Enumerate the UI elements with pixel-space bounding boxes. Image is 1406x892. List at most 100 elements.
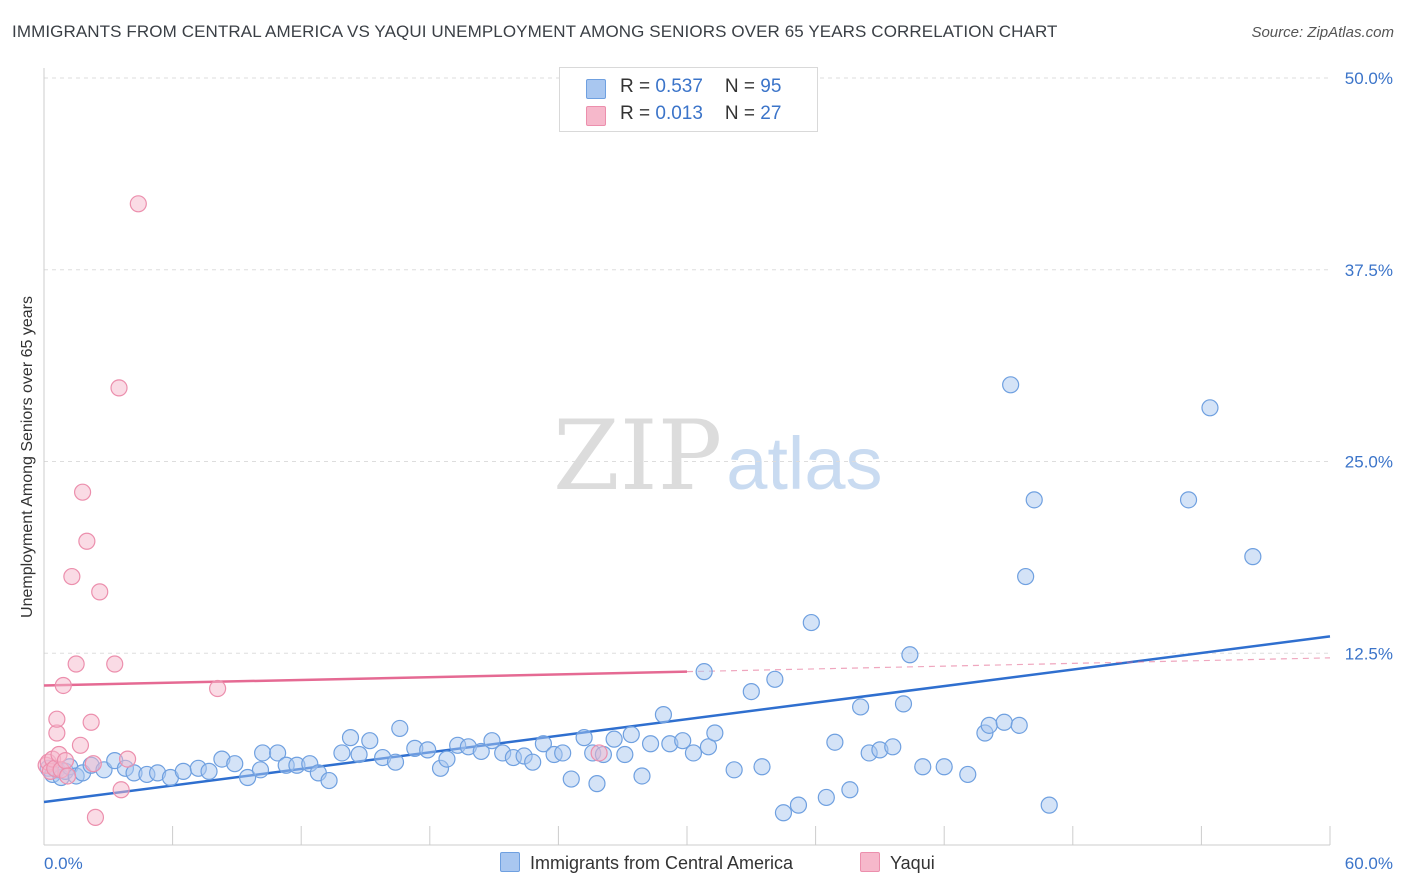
data-point-central-america: [1040, 796, 1058, 814]
x-tick-label: 0.0%: [44, 854, 83, 873]
gridlines: [44, 77, 1330, 654]
data-point-central-america: [633, 767, 651, 785]
data-point-central-america: [320, 771, 338, 790]
data-point-central-america: [654, 706, 673, 724]
data-point-yaqui: [84, 755, 102, 773]
legend-n-value: 27: [760, 103, 782, 124]
data-point-yaqui: [91, 583, 109, 601]
data-point-central-america: [774, 804, 793, 822]
data-point-central-america: [935, 758, 953, 776]
legend-r-label: R =: [620, 76, 656, 97]
data-point-central-america: [333, 744, 351, 762]
legend-swatch-blue: [586, 79, 606, 99]
data-point-central-america: [1017, 567, 1035, 586]
trend-lines: [43, 635, 1331, 804]
data-point-central-america: [1010, 716, 1028, 734]
data-point-central-america: [884, 738, 902, 756]
data-point-central-america: [616, 745, 634, 764]
data-point-central-america: [725, 761, 743, 779]
bottom-legend-item-yaqui: Yaqui: [860, 852, 935, 874]
axes: [43, 68, 1331, 846]
data-point-central-america: [894, 695, 913, 713]
y-tick-label: 25.0%: [1345, 453, 1393, 472]
data-point-central-america: [588, 775, 606, 793]
data-point-yaqui: [48, 710, 66, 728]
data-point-central-america: [472, 742, 490, 761]
data-point-central-america: [386, 753, 405, 771]
data-point-central-america: [901, 646, 919, 664]
data-point-yaqui: [78, 532, 96, 550]
data-point-central-america: [575, 729, 593, 747]
data-point-central-america: [200, 762, 218, 780]
x-tick-label: 60.0%: [1345, 854, 1393, 873]
legend-swatch-pink: [586, 106, 606, 126]
bottom-legend-swatch-pink: [860, 852, 880, 872]
y-tick-label: 50.0%: [1345, 69, 1393, 88]
bottom-legend-label: Yaqui: [890, 853, 935, 873]
trend-line-yaqui-extrapolated: [686, 657, 1331, 673]
data-point-yaqui: [86, 808, 105, 826]
data-point-central-america: [361, 732, 379, 750]
data-point-central-america: [826, 733, 844, 751]
data-point-central-america: [1201, 399, 1219, 417]
data-point-central-america: [852, 698, 870, 716]
data-point-central-america: [562, 770, 580, 788]
chart-title: IMMIGRANTS FROM CENTRAL AMERICA VS YAQUI…: [12, 22, 1058, 41]
data-point-central-america: [641, 735, 660, 753]
data-point-central-america: [802, 613, 820, 632]
data-point-yaqui: [110, 379, 128, 397]
data-point-yaqui: [106, 655, 124, 673]
data-point-central-america: [554, 744, 572, 762]
legend-n-label: N =: [724, 103, 761, 124]
data-point-central-america: [254, 744, 272, 762]
y-tick-label: 37.5%: [1345, 261, 1393, 280]
data-point-yaqui: [118, 750, 137, 768]
data-point-yaqui: [129, 195, 147, 213]
legend-n-value: 95: [760, 76, 782, 97]
data-point-central-america: [239, 768, 257, 787]
data-point-yaqui: [71, 736, 90, 754]
data-point-central-america: [341, 729, 360, 747]
data-point-central-america: [269, 744, 287, 762]
data-point-central-america: [174, 762, 192, 780]
data-point-central-america: [995, 713, 1013, 731]
data-point-central-america: [438, 750, 456, 768]
legend-r-value: 0.013: [655, 103, 703, 124]
bottom-legend-item-central-america: Immigrants from Central America: [500, 852, 793, 874]
data-point-yaqui: [56, 752, 75, 770]
trend-line-central-america: [43, 635, 1331, 804]
data-point-yaqui: [590, 744, 608, 762]
data-point-central-america: [1025, 491, 1043, 509]
data-point-central-america: [622, 725, 640, 744]
data-point-central-america: [483, 732, 501, 750]
watermark-zip: ZIP: [553, 400, 723, 512]
data-point-central-america: [251, 761, 270, 779]
data-point-central-america: [350, 745, 368, 764]
watermark-atlas: atlas: [726, 422, 883, 505]
data-point-central-america: [1002, 376, 1020, 394]
bottom-legend-swatch-blue: [500, 852, 520, 872]
bottom-legend-label: Immigrants from Central America: [530, 853, 794, 873]
data-point-central-america: [226, 755, 244, 773]
data-point-central-america: [959, 765, 977, 784]
watermark: ZIPatlas: [553, 400, 883, 512]
tick-labels: 12.5% 25.0% 37.5% 50.0% 0.0% 60.0%: [44, 69, 1393, 873]
data-point-central-america: [605, 730, 623, 748]
data-point-central-america: [391, 719, 409, 738]
data-point-yaqui: [63, 567, 81, 586]
data-point-central-america: [534, 735, 552, 753]
data-point-central-america: [684, 744, 703, 762]
data-point-yaqui: [54, 676, 72, 695]
y-tick-label: 12.5%: [1345, 644, 1393, 663]
data-point-yaqui: [58, 767, 77, 785]
trend-line-yaqui: [43, 670, 688, 687]
legend-r-label: R =: [620, 103, 656, 124]
legend-r-value: 0.537: [655, 76, 703, 97]
data-point-central-america: [789, 796, 808, 814]
data-point-central-america: [695, 663, 713, 681]
data-point-yaqui: [73, 483, 92, 501]
data-point-yaqui: [67, 655, 85, 673]
data-point-yaqui: [82, 713, 100, 731]
data-point-yaqui: [112, 781, 130, 799]
